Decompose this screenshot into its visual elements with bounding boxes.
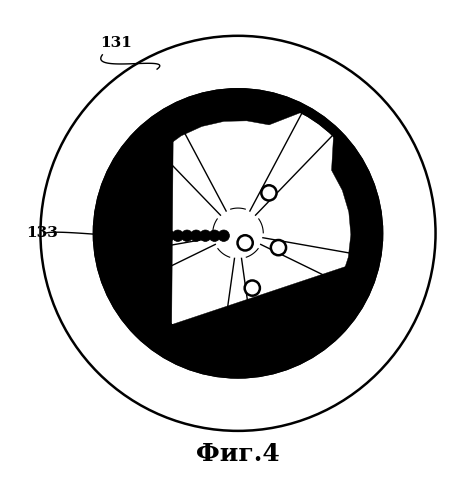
Circle shape <box>181 230 193 241</box>
Circle shape <box>98 93 378 374</box>
Text: Фиг.4: Фиг.4 <box>196 442 280 466</box>
Text: 133: 133 <box>26 226 58 240</box>
Text: 131: 131 <box>100 36 132 50</box>
Circle shape <box>261 186 277 200</box>
Circle shape <box>163 230 174 241</box>
Polygon shape <box>257 134 376 370</box>
Circle shape <box>172 230 184 241</box>
Circle shape <box>209 230 220 241</box>
Circle shape <box>40 36 436 431</box>
Circle shape <box>154 230 165 241</box>
Circle shape <box>271 240 286 255</box>
Circle shape <box>218 230 229 241</box>
Polygon shape <box>100 112 374 370</box>
Circle shape <box>199 230 211 241</box>
Polygon shape <box>114 294 362 370</box>
Circle shape <box>190 230 202 241</box>
Circle shape <box>238 235 253 250</box>
Polygon shape <box>100 134 219 370</box>
Polygon shape <box>100 96 303 257</box>
Circle shape <box>245 280 260 295</box>
